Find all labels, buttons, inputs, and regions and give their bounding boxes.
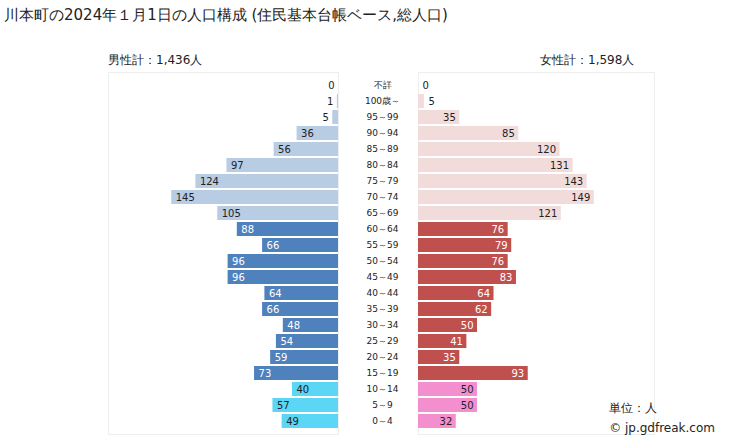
svg-text:85～89: 85～89 (367, 144, 399, 154)
svg-text:88: 88 (241, 224, 254, 235)
html-text:川本町の2024年１月1日の人口構成 (住民基本台帳ベース,: 川本町の2024年１月1日の人口構成 (住民基本台帳ベース,総人口) (4, 6, 448, 24)
svg-text:25～29: 25～29 (367, 336, 399, 346)
svg-text:0: 0 (328, 80, 334, 91)
svg-text:64: 64 (477, 288, 490, 299)
svg-text:35: 35 (443, 352, 456, 363)
svg-text:56: 56 (278, 144, 291, 155)
svg-text:0～4: 0～4 (372, 416, 393, 426)
svg-text:100歳～: 100歳～ (365, 96, 400, 106)
svg-text:65～69: 65～69 (367, 208, 399, 218)
svg-text:50: 50 (461, 400, 474, 411)
svg-text:66: 66 (267, 304, 280, 315)
svg-text:35: 35 (443, 112, 456, 123)
svg-text:40～44: 40～44 (367, 288, 399, 298)
svg-text:120: 120 (537, 144, 556, 155)
svg-text:95～99: 95～99 (367, 112, 399, 122)
html-text:単位：人: 単位：人 (609, 401, 658, 415)
svg-text:41: 41 (450, 336, 463, 347)
svg-text:79: 79 (495, 240, 508, 251)
svg-text:10～14: 10～14 (367, 384, 399, 394)
html-text:© jp.gdfreak.com: © jp.gdfreak.com (609, 421, 715, 435)
svg-text:62: 62 (475, 304, 488, 315)
svg-text:149: 149 (571, 192, 590, 203)
svg-text:5: 5 (322, 112, 328, 123)
svg-text:121: 121 (538, 208, 557, 219)
svg-text:105: 105 (222, 208, 241, 219)
svg-text:66: 66 (267, 240, 280, 251)
svg-text:54: 54 (280, 336, 293, 347)
svg-text:96: 96 (232, 256, 245, 267)
svg-text:145: 145 (176, 192, 195, 203)
svg-text:40: 40 (297, 384, 310, 395)
svg-text:131: 131 (550, 160, 569, 171)
svg-text:15～19: 15～19 (367, 368, 399, 378)
svg-text:36: 36 (301, 128, 314, 139)
svg-text:97: 97 (231, 160, 244, 171)
svg-text:32: 32 (440, 416, 453, 427)
svg-text:49: 49 (286, 416, 299, 427)
svg-text:76: 76 (491, 256, 504, 267)
html-text:女性計：1,598人: 女性計：1,598人 (540, 53, 635, 67)
svg-text:35～39: 35～39 (367, 304, 399, 314)
svg-text:96: 96 (232, 272, 245, 283)
svg-text:45～49: 45～49 (367, 272, 399, 282)
html-text:男性計：1,436人: 男性計：1,436人 (108, 53, 203, 67)
svg-text:83: 83 (500, 272, 513, 283)
svg-text:5～9: 5～9 (372, 400, 393, 410)
svg-text:80～84: 80～84 (367, 160, 399, 170)
svg-text:不詳: 不詳 (374, 80, 392, 90)
svg-text:76: 76 (491, 224, 504, 235)
svg-text:50: 50 (461, 320, 474, 331)
svg-text:143: 143 (564, 176, 583, 187)
svg-text:124: 124 (200, 176, 219, 187)
svg-text:73: 73 (259, 368, 272, 379)
svg-text:50～54: 50～54 (367, 256, 399, 266)
svg-text:70～74: 70～74 (367, 192, 399, 202)
svg-text:48: 48 (287, 320, 300, 331)
svg-text:59: 59 (275, 352, 288, 363)
svg-text:55～59: 55～59 (367, 240, 399, 250)
svg-text:64: 64 (269, 288, 282, 299)
svg-text:90～94: 90～94 (367, 128, 399, 138)
svg-text:1: 1 (327, 96, 333, 107)
svg-text:85: 85 (502, 128, 515, 139)
svg-text:5: 5 (428, 96, 434, 107)
svg-text:75～79: 75～79 (367, 176, 399, 186)
svg-text:20～24: 20～24 (367, 352, 399, 362)
svg-text:57: 57 (277, 400, 290, 411)
svg-text:0: 0 (423, 80, 429, 91)
svg-text:50: 50 (461, 384, 474, 395)
svg-text:93: 93 (512, 368, 525, 379)
svg-text:30～34: 30～34 (367, 320, 399, 330)
svg-text:60～64: 60～64 (367, 224, 399, 234)
